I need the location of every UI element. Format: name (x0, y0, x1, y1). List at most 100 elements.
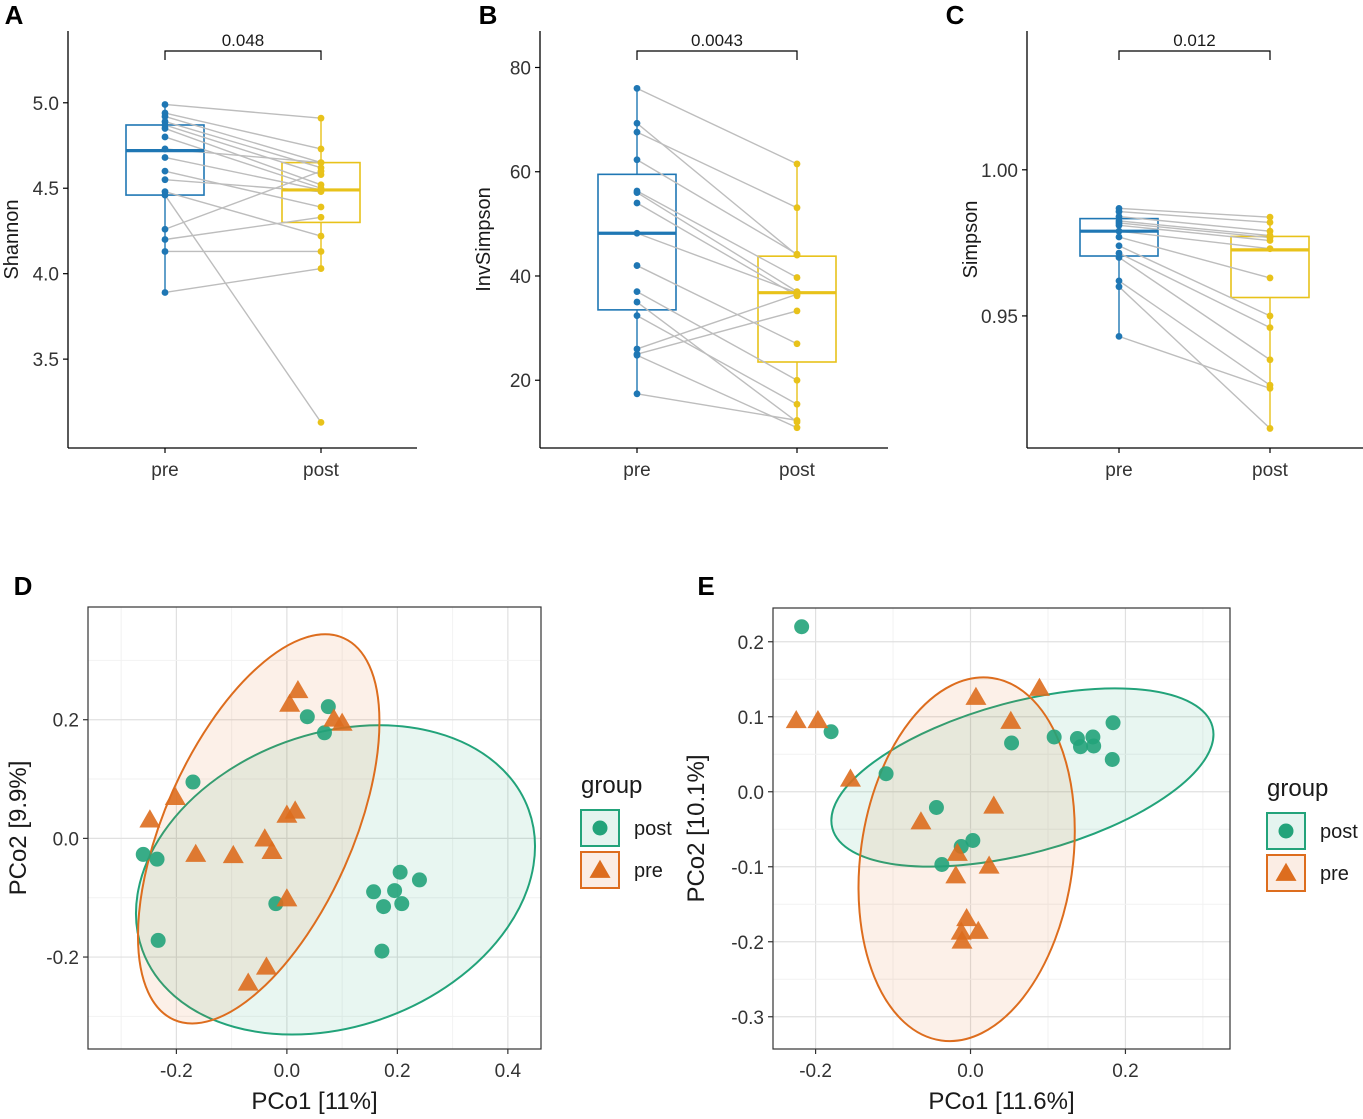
point-pre (161, 145, 169, 153)
y-tick-label: 40 (510, 267, 531, 288)
paired-line (636, 264, 798, 345)
point-pre (161, 248, 169, 255)
point-pre (161, 101, 169, 108)
point-pre (161, 236, 169, 243)
point-post (316, 725, 332, 741)
paired-line (164, 127, 322, 186)
point-pre (785, 709, 807, 729)
paired-line (636, 87, 798, 165)
point-pre (161, 167, 169, 175)
y-tick-label: 20 (510, 371, 531, 392)
point-pre (946, 842, 968, 861)
point-post (317, 114, 325, 122)
point-pre (164, 786, 186, 805)
point-pre (633, 351, 641, 359)
point-post (376, 899, 392, 915)
point-pre (161, 154, 169, 161)
plot-area (134, 633, 537, 1036)
paired-line (636, 293, 798, 350)
point-post (317, 203, 325, 211)
plot-background (773, 608, 1230, 1049)
point-pre (284, 800, 306, 819)
point-post (1105, 715, 1121, 731)
panel-tag: B (479, 0, 498, 30)
point-post (1086, 738, 1102, 754)
point-pre (983, 795, 1005, 814)
point-post (317, 159, 325, 166)
paired-line (636, 291, 798, 381)
confidence-ellipse-post (134, 724, 537, 1036)
point-pre (807, 709, 829, 729)
paired-line (164, 190, 322, 237)
paired-line (636, 314, 798, 405)
legend-symbol-post (592, 820, 608, 836)
point-pre (951, 930, 973, 949)
point-post (793, 400, 801, 408)
paired-line (1118, 220, 1271, 237)
legend-symbol-pre (589, 859, 611, 878)
point-post (394, 896, 410, 912)
paired-line (636, 301, 798, 423)
paired-line (164, 194, 322, 423)
point-post (793, 274, 801, 281)
y-axis-title: PCo2 [9.9%] (5, 761, 32, 896)
point-post (135, 846, 151, 862)
paired-line (636, 131, 798, 209)
legend-title: group (581, 772, 642, 799)
paired-line (636, 310, 798, 355)
paired-line (636, 232, 798, 294)
point-pre (276, 888, 298, 907)
y-tick-label: 60 (510, 163, 531, 184)
point-post (1266, 213, 1274, 221)
panel-e: E -0.2 0.0 0.2 -0.3 -0.2 -0.1 0.0 0.1 0.2 PCo1 [11… (683, 571, 1231, 1115)
panel-tag: D (14, 571, 33, 601)
point-pre (1028, 677, 1050, 696)
plot-frame (87, 606, 542, 1050)
point-post (928, 800, 944, 815)
legend-d: group post pre (580, 772, 672, 889)
point-pre (1115, 208, 1123, 215)
y-axis-title: PCo2 [10.1%] (683, 754, 710, 902)
paired-line (1118, 252, 1271, 329)
point-pre (161, 191, 169, 199)
point-pre (287, 679, 309, 699)
p-value-label: 0.0043 (691, 31, 743, 50)
point-post (317, 232, 325, 240)
legend-key-pre (580, 851, 620, 889)
x-tick-label: pre (151, 460, 178, 481)
x-tick-label: 0.0 (957, 1061, 983, 1082)
y-tick-label: -0.3 (731, 1008, 764, 1029)
point-post (366, 884, 382, 900)
paired-line (636, 190, 798, 279)
point-post (392, 864, 408, 880)
x-tick-label: 0.2 (384, 1061, 410, 1082)
paired-line (1118, 224, 1271, 242)
point-post (317, 145, 325, 153)
point-post (1104, 752, 1120, 767)
point-post (317, 188, 325, 196)
paired-line (164, 136, 322, 189)
point-pre (633, 199, 641, 207)
point-post (1073, 739, 1089, 755)
point-pre (161, 113, 169, 120)
y-tick-label: -0.2 (731, 933, 764, 954)
y-tick-label: -0.1 (731, 858, 764, 879)
point-pre (222, 844, 244, 864)
panel-tag: E (697, 571, 714, 601)
point-pre (331, 712, 353, 731)
point-post (1266, 384, 1274, 392)
legend-label-pre: pre (634, 860, 663, 882)
x-tick-label: -0.2 (160, 1061, 193, 1082)
panel-tag: A (5, 0, 24, 30)
x-tick-label: 0.0 (274, 1061, 300, 1082)
point-pre (967, 920, 989, 939)
point-pre (633, 345, 641, 353)
paired-line (1118, 256, 1271, 361)
significance-bracket (1118, 50, 1271, 60)
y-tick-label: 4.0 (33, 265, 59, 286)
panel-c: C 0.95 1.00 pre post Simpson 0.012 (946, 0, 1363, 481)
y-axis-title: InvSimpson (473, 187, 495, 292)
point-post (317, 167, 325, 175)
point-pre (1115, 277, 1123, 285)
